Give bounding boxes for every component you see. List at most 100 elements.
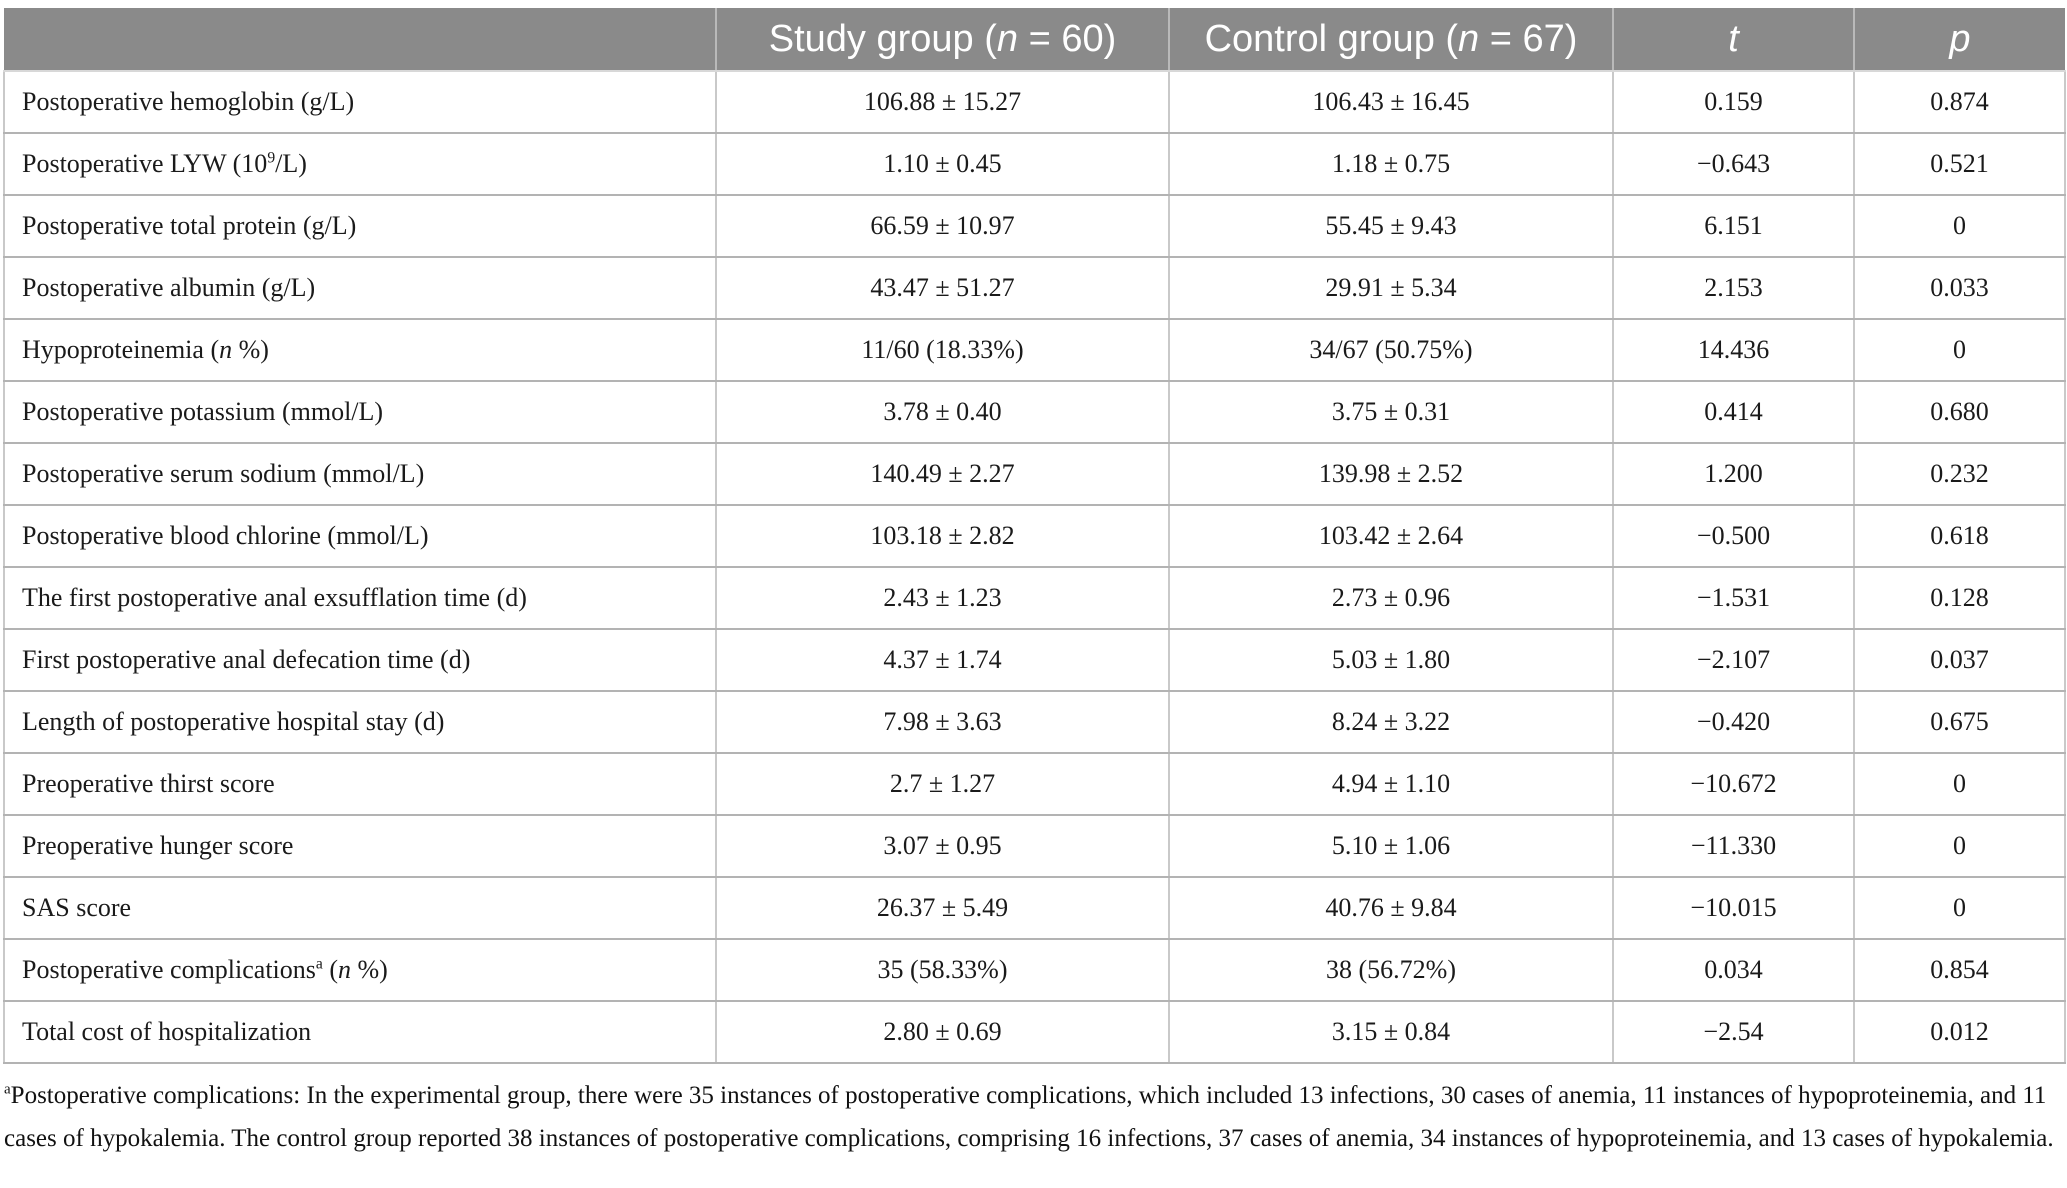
- row-label-cell: Postoperative LYW (109/L): [3, 132, 717, 196]
- value-cell: 2.73 ± 0.96: [1168, 566, 1614, 630]
- column-header-4: p: [1853, 8, 2065, 72]
- value-cell: 55.45 ± 9.43: [1168, 194, 1614, 258]
- table-header-row: Study group (n = 60) Control group (n = 6…: [4, 8, 2065, 72]
- row-label-cell: Postoperative blood chlorine (mmol/L): [3, 504, 717, 568]
- value-cell: 0.159: [1612, 71, 1855, 134]
- row-label-cell: Total cost of hospitalization: [3, 1000, 717, 1064]
- value-cell: 2.43 ± 1.23: [715, 566, 1170, 630]
- row-label-cell: Postoperative serum sodium (mmol/L): [3, 442, 717, 506]
- table-row: Postoperative hemoglobin (g/L) 106.88 ± 1…: [3, 71, 2066, 134]
- row-label-cell: First postoperative anal defecation time…: [3, 628, 717, 692]
- results-table-figure: Study group (n = 60) Control group (n = 6…: [3, 8, 2066, 1160]
- row-label-cell: Preoperative hunger score: [3, 814, 717, 878]
- value-cell: 4.37 ± 1.74: [715, 628, 1170, 692]
- value-cell: 5.03 ± 1.80: [1168, 628, 1614, 692]
- value-cell: 34/67 (50.75%): [1168, 318, 1614, 382]
- column-header-3: t: [1612, 8, 1855, 72]
- value-cell: 0.033: [1853, 256, 2066, 320]
- value-cell: 139.98 ± 2.52: [1168, 442, 1614, 506]
- row-label-cell: SAS score: [3, 876, 717, 940]
- table-row: Preoperative hunger score 3.07 ± 0.95 5.10…: [3, 814, 2066, 878]
- value-cell: 0: [1853, 194, 2066, 258]
- value-cell: −2.54: [1612, 1000, 1855, 1064]
- value-cell: 1.10 ± 0.45: [715, 132, 1170, 196]
- table-row: Hypoproteinemia (n %) 11/60 (18.33%) 34/67…: [3, 318, 2066, 382]
- value-cell: −10.015: [1612, 876, 1855, 940]
- value-cell: 5.10 ± 1.06: [1168, 814, 1614, 878]
- value-cell: 3.75 ± 0.31: [1168, 380, 1614, 444]
- results-table: Study group (n = 60) Control group (n = 6…: [3, 8, 2066, 1064]
- value-cell: 0.854: [1853, 938, 2066, 1002]
- table-row: Postoperative potassium (mmol/L) 3.78 ± 0…: [3, 380, 2066, 444]
- value-cell: 106.43 ± 16.45: [1168, 71, 1614, 134]
- value-cell: 0.874: [1853, 71, 2066, 134]
- value-cell: 40.76 ± 9.84: [1168, 876, 1614, 940]
- value-cell: 3.78 ± 0.40: [715, 380, 1170, 444]
- value-cell: 8.24 ± 3.22: [1168, 690, 1614, 754]
- value-cell: 0: [1853, 752, 2066, 816]
- table-row: First postoperative anal defecation time…: [3, 628, 2066, 692]
- value-cell: 11/60 (18.33%): [715, 318, 1170, 382]
- value-cell: −10.672: [1612, 752, 1855, 816]
- value-cell: 140.49 ± 2.27: [715, 442, 1170, 506]
- row-label-cell: Postoperative total protein (g/L): [3, 194, 717, 258]
- value-cell: −2.107: [1612, 628, 1855, 692]
- value-cell: 106.88 ± 15.27: [715, 71, 1170, 134]
- row-label-cell: Hypoproteinemia (n %): [3, 318, 717, 382]
- value-cell: 0.012: [1853, 1000, 2066, 1064]
- value-cell: 2.7 ± 1.27: [715, 752, 1170, 816]
- column-header-1: Study group (n = 60): [715, 8, 1170, 72]
- row-label-cell: Postoperative complicationsa (n %): [3, 938, 717, 1002]
- value-cell: 1.18 ± 0.75: [1168, 132, 1614, 196]
- table-header: Study group (n = 60) Control group (n = 6…: [4, 8, 2065, 72]
- row-label-cell: Postoperative albumin (g/L): [3, 256, 717, 320]
- table-row: Postoperative total protein (g/L) 66.59 ±…: [3, 194, 2066, 258]
- value-cell: 1.200: [1612, 442, 1855, 506]
- table-row: Postoperative albumin (g/L) 43.47 ± 51.27…: [3, 256, 2066, 320]
- value-cell: 2.80 ± 0.69: [715, 1000, 1170, 1064]
- value-cell: 26.37 ± 5.49: [715, 876, 1170, 940]
- value-cell: −11.330: [1612, 814, 1855, 878]
- value-cell: 38 (56.72%): [1168, 938, 1614, 1002]
- value-cell: 66.59 ± 10.97: [715, 194, 1170, 258]
- value-cell: 103.42 ± 2.64: [1168, 504, 1614, 568]
- row-label-cell: Postoperative hemoglobin (g/L): [3, 71, 717, 134]
- value-cell: 0.232: [1853, 442, 2066, 506]
- value-cell: 3.15 ± 0.84: [1168, 1000, 1614, 1064]
- table-row: Postoperative serum sodium (mmol/L) 140.4…: [3, 442, 2066, 506]
- value-cell: −0.420: [1612, 690, 1855, 754]
- value-cell: 29.91 ± 5.34: [1168, 256, 1614, 320]
- value-cell: 0.034: [1612, 938, 1855, 1002]
- value-cell: −1.531: [1612, 566, 1855, 630]
- table-row: SAS score 26.37 ± 5.49 40.76 ± 9.84 −10.015…: [3, 876, 2066, 940]
- value-cell: 0.618: [1853, 504, 2066, 568]
- value-cell: 0.680: [1853, 380, 2066, 444]
- table-footnote: aPostoperative complications: In the exp…: [4, 1081, 2054, 1152]
- value-cell: 0.128: [1853, 566, 2066, 630]
- value-cell: 0.675: [1853, 690, 2066, 754]
- value-cell: 0: [1853, 318, 2066, 382]
- table-row: Postoperative blood chlorine (mmol/L) 103…: [3, 504, 2066, 568]
- table-row: Postoperative complicationsa (n %) 35 (58…: [3, 938, 2066, 1002]
- column-header-0: [4, 8, 717, 72]
- value-cell: 7.98 ± 3.63: [715, 690, 1170, 754]
- column-header-2: Control group (n = 67): [1168, 8, 1614, 72]
- value-cell: 3.07 ± 0.95: [715, 814, 1170, 878]
- value-cell: 0: [1853, 876, 2066, 940]
- value-cell: 6.151: [1612, 194, 1855, 258]
- table-row: Postoperative LYW (109/L) 1.10 ± 0.45 1.18…: [3, 132, 2066, 196]
- value-cell: −0.500: [1612, 504, 1855, 568]
- row-label-cell: Length of postoperative hospital stay (d…: [3, 690, 717, 754]
- value-cell: 0: [1853, 814, 2066, 878]
- value-cell: 2.153: [1612, 256, 1855, 320]
- row-label-cell: The first postoperative anal exsufflatio…: [3, 566, 717, 630]
- value-cell: 103.18 ± 2.82: [715, 504, 1170, 568]
- value-cell: 0.521: [1853, 132, 2066, 196]
- table-row: Preoperative thirst score 2.7 ± 1.27 4.94 …: [3, 752, 2066, 816]
- table-row: Length of postoperative hospital stay (d…: [3, 690, 2066, 754]
- value-cell: 35 (58.33%): [715, 938, 1170, 1002]
- value-cell: 14.436: [1612, 318, 1855, 382]
- value-cell: −0.643: [1612, 132, 1855, 196]
- row-label-cell: Preoperative thirst score: [3, 752, 717, 816]
- value-cell: 4.94 ± 1.10: [1168, 752, 1614, 816]
